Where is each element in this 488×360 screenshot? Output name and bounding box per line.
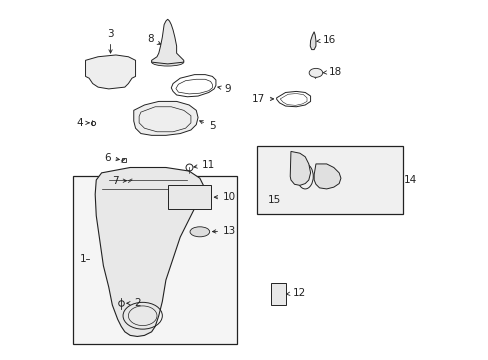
Text: 8: 8: [146, 34, 161, 44]
Text: 9: 9: [217, 84, 231, 94]
Text: 14: 14: [403, 175, 416, 185]
Text: 11: 11: [193, 160, 214, 170]
Text: 12: 12: [286, 288, 305, 297]
Text: 18: 18: [322, 67, 341, 77]
Bar: [167, 185, 210, 208]
Text: 5: 5: [199, 121, 215, 131]
Ellipse shape: [190, 227, 209, 237]
Text: 2: 2: [126, 298, 140, 308]
FancyBboxPatch shape: [257, 146, 403, 214]
PathPatch shape: [134, 102, 198, 135]
PathPatch shape: [85, 55, 135, 89]
PathPatch shape: [309, 32, 315, 50]
Text: 13: 13: [212, 226, 236, 236]
Text: 4: 4: [76, 118, 89, 128]
Bar: [271, 283, 285, 305]
PathPatch shape: [95, 167, 203, 337]
Text: 3: 3: [107, 29, 114, 53]
Ellipse shape: [308, 68, 322, 77]
Text: 16: 16: [316, 35, 336, 45]
Text: 17: 17: [251, 94, 273, 104]
Text: 10: 10: [214, 192, 236, 202]
PathPatch shape: [151, 19, 183, 64]
Text: 6: 6: [104, 153, 119, 163]
PathPatch shape: [313, 164, 340, 189]
PathPatch shape: [290, 152, 310, 185]
Text: 15: 15: [267, 195, 281, 204]
Text: 7: 7: [112, 176, 126, 186]
Text: 1: 1: [80, 253, 86, 264]
Bar: [73, 176, 237, 344]
Ellipse shape: [151, 58, 183, 66]
